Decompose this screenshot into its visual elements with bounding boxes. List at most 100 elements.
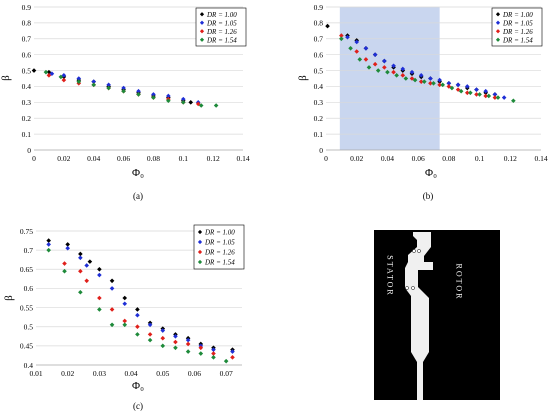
data-point bbox=[109, 322, 115, 328]
data-point bbox=[412, 77, 418, 83]
data-point bbox=[109, 286, 115, 291]
x-axis-label: Φ₀ bbox=[425, 167, 437, 179]
legend-entry: DR = 1.26 bbox=[206, 28, 237, 36]
x-tick-label: 0.07 bbox=[220, 369, 233, 378]
legend-marker bbox=[197, 259, 203, 265]
data-point bbox=[458, 88, 464, 94]
data-point bbox=[501, 95, 507, 100]
series-1 bbox=[345, 34, 507, 100]
data-point bbox=[91, 82, 97, 88]
data-point bbox=[185, 349, 191, 354]
data-point bbox=[409, 69, 415, 75]
data-point bbox=[84, 278, 90, 284]
x-tick-label: 0.06 bbox=[117, 154, 130, 163]
data-point bbox=[135, 332, 140, 337]
data-point bbox=[345, 34, 350, 40]
data-point bbox=[464, 84, 470, 89]
legend-entry: DR = 1.54 bbox=[204, 259, 235, 267]
data-point bbox=[122, 318, 128, 324]
y-axis-label: β bbox=[0, 75, 12, 81]
data-point bbox=[147, 322, 153, 328]
data-point bbox=[354, 39, 360, 45]
data-point bbox=[382, 58, 387, 64]
data-point bbox=[455, 87, 461, 92]
data-point bbox=[121, 85, 126, 91]
data-point bbox=[223, 358, 229, 364]
x-tick-label: 0.02 bbox=[61, 369, 74, 378]
data-point bbox=[211, 347, 216, 352]
chart-caption: (a) bbox=[133, 191, 143, 201]
stator-text: STATOR bbox=[386, 255, 395, 296]
data-point bbox=[372, 52, 378, 57]
data-point bbox=[78, 251, 83, 257]
legend-marker bbox=[495, 29, 501, 34]
rotor-text: ROTOR bbox=[455, 264, 464, 301]
y-tick-label: 0.75 bbox=[20, 227, 33, 236]
data-point bbox=[486, 93, 492, 99]
x-axis-label: Φ₀ bbox=[132, 380, 144, 392]
legend-entry: DR = 1.05 bbox=[502, 19, 533, 27]
data-point bbox=[437, 82, 442, 88]
legend-marker bbox=[199, 37, 205, 42]
chart-caption: (b) bbox=[423, 191, 434, 201]
data-point bbox=[198, 351, 204, 356]
data-point bbox=[87, 259, 93, 264]
y-tick-label: 0.5 bbox=[314, 66, 324, 75]
x-tick-label: 0.02 bbox=[350, 154, 363, 163]
data-point bbox=[166, 98, 171, 104]
data-point bbox=[136, 88, 141, 94]
data-point bbox=[160, 328, 166, 333]
chart-c: 0.4 0.45 0.5 0.55 0.6 0.65 0.7 0.75 0.01 0.02 0.03… bbox=[3, 224, 245, 411]
data-point bbox=[339, 33, 344, 38]
legend-marker bbox=[495, 37, 501, 42]
y-tick-label: 0.5 bbox=[24, 323, 34, 332]
data-point bbox=[375, 68, 381, 73]
y-tick-label: 0.6 bbox=[314, 50, 324, 59]
y-tick-label: 0.7 bbox=[314, 35, 324, 44]
data-point bbox=[428, 80, 433, 86]
data-point bbox=[437, 77, 442, 83]
y-tick-label: 0.55 bbox=[20, 303, 33, 312]
data-point bbox=[418, 73, 424, 78]
data-point bbox=[31, 68, 37, 73]
data-point bbox=[106, 82, 111, 88]
data-point bbox=[421, 79, 427, 84]
data-point bbox=[492, 95, 498, 100]
data-point bbox=[78, 255, 83, 261]
legend-box bbox=[193, 224, 245, 270]
data-point bbox=[173, 345, 178, 351]
data-point bbox=[363, 46, 369, 51]
data-point bbox=[195, 101, 201, 107]
x-tick-label: 0.03 bbox=[93, 369, 106, 378]
data-point bbox=[495, 95, 501, 100]
legend-marker bbox=[199, 12, 205, 17]
data-point bbox=[76, 79, 82, 84]
chart-caption: (c) bbox=[133, 401, 143, 411]
data-point bbox=[135, 324, 140, 330]
data-point bbox=[400, 73, 406, 78]
data-point bbox=[198, 103, 204, 108]
y-tick-label: 0.65 bbox=[20, 265, 33, 274]
data-point bbox=[372, 61, 378, 67]
legend-entry: DR = 1.05 bbox=[206, 19, 237, 27]
series-3 bbox=[46, 247, 229, 364]
series-3 bbox=[43, 69, 219, 108]
data-point bbox=[468, 90, 473, 96]
x-tick-label: 0.06 bbox=[412, 154, 425, 163]
y-tick-label: 0.2 bbox=[314, 114, 324, 123]
data-point bbox=[78, 268, 83, 274]
series-3 bbox=[339, 36, 516, 104]
data-point bbox=[198, 345, 204, 351]
chart-a: 0 0.1 0.2 0.3 0.4 0.5 0.6 0.7 0.8 0.9 0 0.02 0.04 0.0… bbox=[0, 3, 250, 201]
data-point bbox=[431, 80, 436, 86]
y-tick-label: 0.6 bbox=[22, 50, 32, 59]
legend-marker bbox=[199, 20, 205, 25]
data-point bbox=[483, 93, 489, 99]
data-point bbox=[46, 73, 52, 78]
y-tick-label: 0.7 bbox=[22, 35, 32, 44]
data-point bbox=[135, 307, 140, 312]
data-point bbox=[366, 65, 372, 70]
series-2 bbox=[339, 33, 498, 100]
data-point bbox=[474, 92, 479, 97]
